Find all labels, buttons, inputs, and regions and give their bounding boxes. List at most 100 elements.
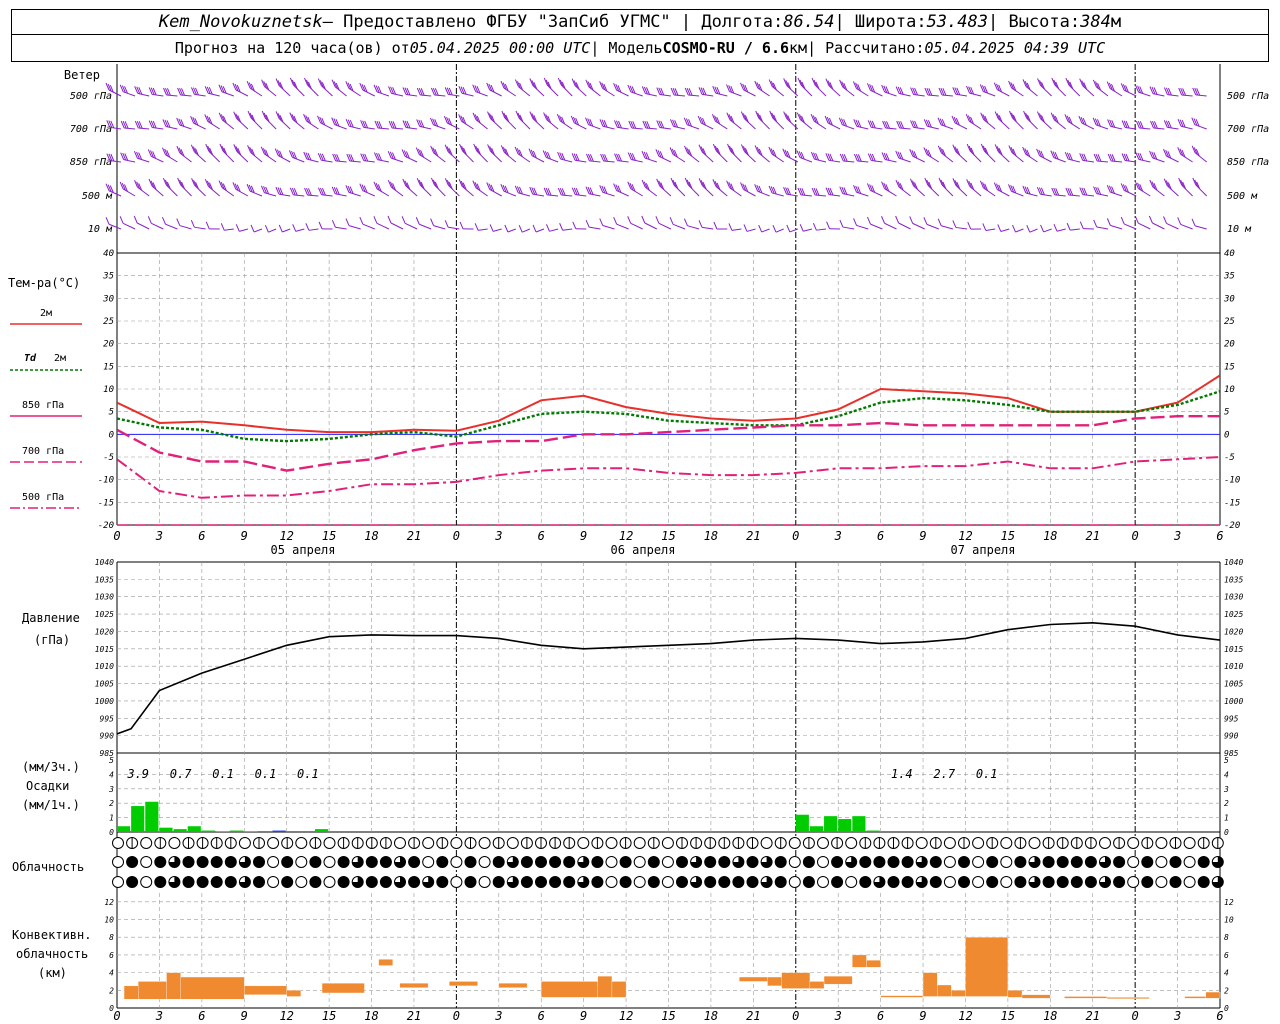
wind-barb-flag [559, 115, 563, 123]
time-tick-top-23: 21 [1086, 529, 1100, 543]
cloud-cover-icon [1042, 876, 1055, 888]
wind-barb-flag [575, 187, 580, 196]
wind-barb-flag [275, 186, 280, 195]
wind-barb-flag [206, 180, 211, 189]
wind-barb-flag [926, 88, 931, 96]
wind-barb-flag [684, 145, 688, 154]
cloud-cover-icon [154, 856, 167, 868]
wind-barb-flag [190, 219, 195, 228]
wind-barb-flag [489, 146, 494, 154]
precip-bar-18 [838, 819, 852, 832]
wind-barb-flag [1027, 114, 1031, 123]
conv-bar-13 [611, 981, 627, 998]
wind-barb-flag [533, 82, 538, 90]
time-tick-bottom-18: 6 [877, 1009, 884, 1023]
wind-barb-flag [770, 81, 775, 89]
wind-barb-flag [756, 147, 761, 155]
wind-barb-flag [899, 152, 904, 160]
wind-barb-flag [475, 145, 480, 154]
wind-barb-flag [136, 121, 141, 129]
wind-barb-flag [895, 215, 900, 224]
wind-barb-flag [627, 84, 632, 93]
wind-barb-flag [336, 154, 341, 162]
wind-barb-flag [800, 151, 805, 160]
wind-barb-flag [293, 81, 298, 90]
altitude-value: 384 [1080, 12, 1111, 32]
wind-barb-flag [785, 80, 790, 88]
wind-barb-flag [956, 182, 961, 190]
wind-barb [253, 228, 263, 233]
wind-barb-flag [250, 83, 255, 92]
wind-barb-flag [205, 143, 210, 152]
wind-barb-flag [885, 184, 890, 192]
wind-barb-flag [263, 81, 268, 89]
wind-barb [1138, 222, 1151, 230]
wind-barb-flag [434, 119, 439, 127]
wind-barb-flag [712, 179, 717, 187]
precip-3h-total-0: 3.9 [126, 767, 149, 781]
wind-barb-flag [543, 112, 548, 120]
wind-barb-flag [504, 185, 509, 194]
time-tick-bottom-1: 3 [155, 1009, 163, 1023]
wind-barb-flag [644, 120, 649, 129]
wind-barb [108, 223, 122, 230]
time-tick-bottom-15: 21 [746, 1009, 760, 1023]
wind-barb-flag [1083, 82, 1088, 90]
wind-barb-flag [923, 147, 928, 155]
wind-barb-flag [333, 186, 338, 195]
wind-barb-flag [742, 83, 747, 92]
cloud-cover-icon [182, 876, 195, 888]
precip-ytick-left-1: 1 [109, 814, 114, 823]
wind-barb-flag [416, 87, 421, 96]
wind-barb-flag [162, 147, 166, 155]
wind-barb [224, 228, 234, 231]
wind-barb-flag [839, 186, 844, 194]
legend-700-label: 700 гПа [22, 446, 64, 457]
wind-barb-flag [617, 120, 622, 129]
cloud-cover-icon [887, 856, 900, 868]
wind-barb-flag [246, 183, 251, 192]
wind-level-left-2: 850 гПа [70, 157, 112, 168]
wind-barb-flag [1038, 113, 1043, 121]
wind-barb [308, 228, 319, 231]
cloud-cover-icon [140, 837, 153, 849]
wind-barb-flag [345, 119, 350, 127]
cloud-cover-icon [549, 856, 562, 868]
conv-bar-19 [852, 954, 867, 968]
wind-barb-flag [1181, 120, 1186, 128]
wind-barb-flag [1137, 120, 1142, 129]
cloud-cover-icon [647, 856, 660, 868]
wind-barb-flag [208, 116, 213, 125]
wind-barb-flag [204, 178, 209, 187]
wind-barb-flag [265, 82, 270, 91]
wind-barb-flag [265, 114, 270, 123]
cloud-cover-icon [661, 856, 674, 868]
cloud-cover-icon [1000, 837, 1013, 849]
precip-bar-0 [117, 826, 131, 832]
wind-barb-flag [589, 187, 594, 195]
precip-3h-total-6: 2.7 [933, 767, 955, 781]
wind-barb-flag [601, 185, 606, 194]
wind-barb-flag [557, 77, 562, 86]
wind-barb-flag [279, 82, 284, 90]
wind-barb-flag [1182, 88, 1187, 96]
wind-barb-flag [458, 114, 463, 122]
wind-barb-flag [573, 116, 577, 125]
wind-barb-flag [561, 152, 566, 161]
wind-barb-flag [853, 185, 857, 193]
wind-barb-flag [401, 149, 406, 157]
cloud-cover-icon [323, 876, 336, 888]
wind-barb-flag [378, 153, 383, 161]
wind-barb-flag [671, 148, 676, 157]
wind-barb-flag [180, 149, 185, 157]
time-tick-top-12: 12 [619, 529, 633, 543]
wind-barb-flag [347, 185, 352, 194]
time-tick-bottom-0: 0 [113, 1009, 120, 1023]
wind-barb-flag [698, 87, 703, 95]
wind-barb-flag [786, 224, 791, 233]
wind-barb-flag [869, 84, 874, 92]
wind-barb-flag [303, 113, 308, 122]
wind-barb-flag [561, 116, 566, 125]
wind-barb-flag [443, 115, 448, 124]
wind-barb-flag [796, 150, 801, 158]
